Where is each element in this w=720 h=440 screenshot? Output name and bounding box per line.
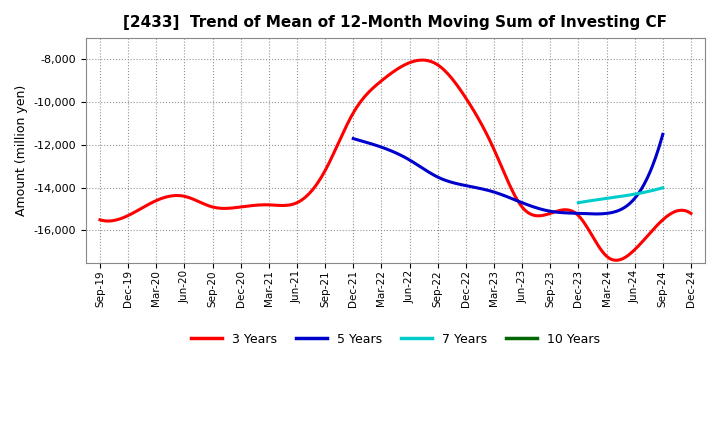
5 Years — [350, 136, 359, 142]
3 Years — [449, 78, 458, 84]
Legend: 3 Years, 5 Years, 7 Years, 10 Years: 3 Years, 5 Years, 7 Years, 10 Years — [186, 327, 606, 351]
5 Years — [349, 136, 358, 141]
7 Years — [645, 188, 654, 194]
Line: 7 Years: 7 Years — [578, 188, 663, 203]
5 Years — [534, 205, 542, 211]
5 Years — [539, 207, 547, 212]
7 Years — [626, 192, 634, 198]
7 Years — [624, 193, 633, 198]
Line: 3 Years: 3 Years — [100, 60, 691, 260]
7 Years — [574, 200, 582, 205]
7 Years — [575, 200, 583, 205]
5 Years — [631, 195, 639, 201]
Line: 5 Years: 5 Years — [354, 134, 663, 214]
7 Years — [651, 187, 660, 193]
3 Years — [447, 76, 456, 81]
Y-axis label: Amount (million yen): Amount (million yen) — [15, 85, 28, 216]
3 Years — [418, 58, 426, 63]
5 Years — [611, 209, 619, 214]
3 Years — [687, 211, 696, 216]
Title: [2433]  Trend of Mean of 12-Month Moving Sum of Investing CF: [2433] Trend of Mean of 12-Month Moving … — [123, 15, 667, 30]
3 Years — [611, 258, 620, 263]
3 Years — [595, 246, 604, 251]
5 Years — [532, 205, 541, 210]
7 Years — [659, 185, 667, 191]
3 Years — [96, 217, 104, 223]
5 Years — [659, 132, 667, 137]
3 Years — [459, 92, 468, 97]
5 Years — [591, 211, 600, 216]
7 Years — [624, 193, 633, 198]
3 Years — [98, 218, 107, 223]
3 Years — [635, 242, 644, 247]
